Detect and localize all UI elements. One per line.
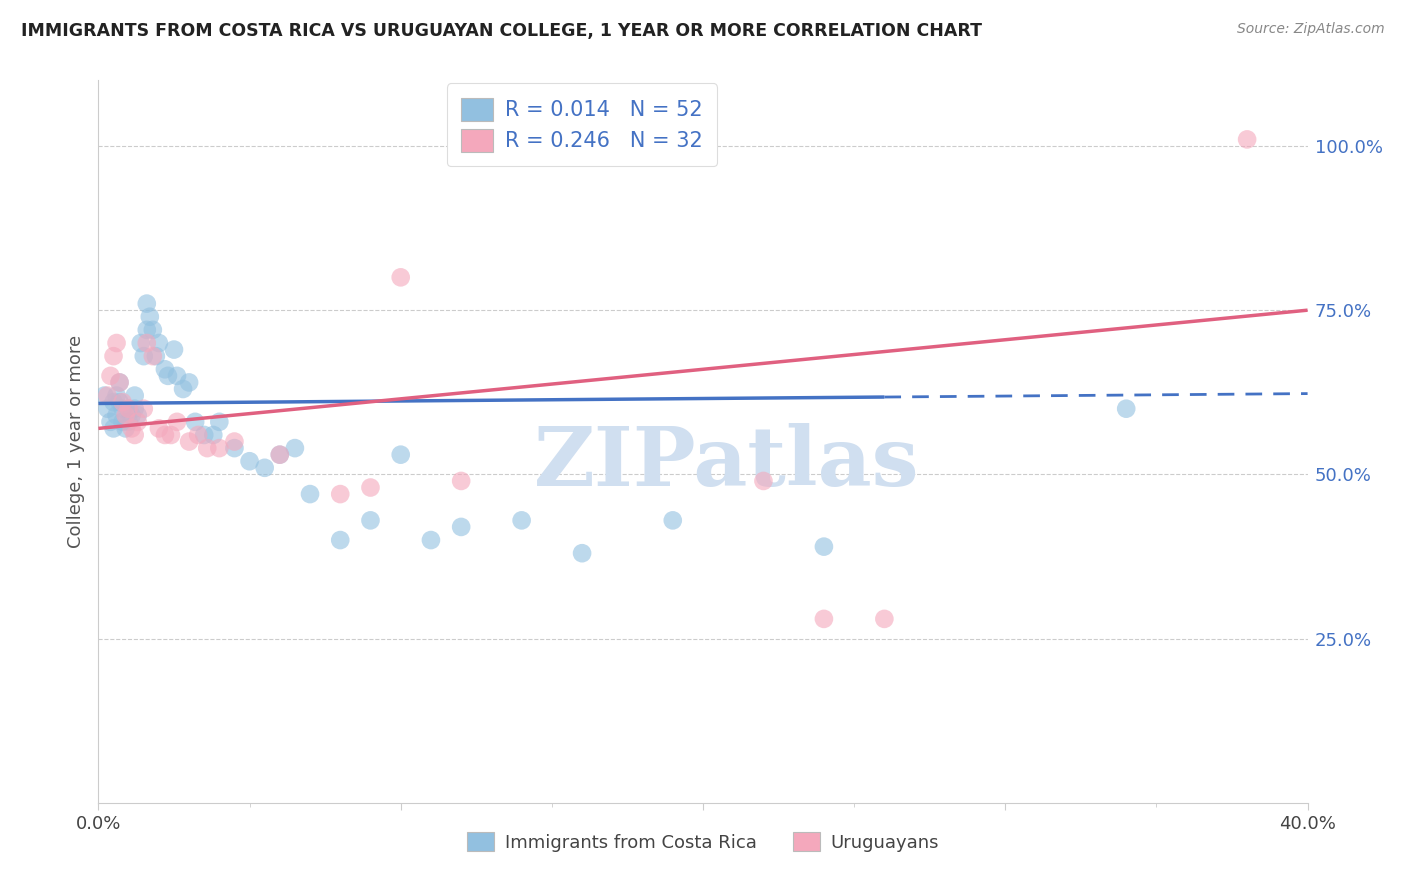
Point <box>127 415 149 429</box>
Point <box>389 448 412 462</box>
Point <box>100 415 122 429</box>
Point <box>166 415 188 429</box>
Point <box>121 409 143 423</box>
Point <box>111 395 134 409</box>
Point <box>329 533 352 547</box>
Point <box>284 441 307 455</box>
Point <box>96 388 118 402</box>
Point <box>1236 132 1258 146</box>
Point <box>450 474 472 488</box>
Point <box>510 513 533 527</box>
Point <box>132 349 155 363</box>
Point <box>118 415 141 429</box>
Point <box>450 520 472 534</box>
Point <box>124 401 146 416</box>
Point <box>160 428 183 442</box>
Point <box>129 336 152 351</box>
Point <box>179 376 201 390</box>
Point <box>103 421 125 435</box>
Point <box>163 343 186 357</box>
Point <box>184 415 207 429</box>
Point <box>135 323 157 337</box>
Point <box>105 388 128 402</box>
Point <box>224 434 246 449</box>
Point <box>118 401 141 416</box>
Point <box>329 487 352 501</box>
Point <box>208 415 231 429</box>
Text: ZIPatlas: ZIPatlas <box>534 423 920 503</box>
Point <box>172 382 194 396</box>
Point <box>193 428 215 442</box>
Point <box>139 310 162 324</box>
Point <box>299 487 322 501</box>
Point <box>873 612 896 626</box>
Point <box>124 388 146 402</box>
Point <box>269 448 291 462</box>
Point <box>142 323 165 337</box>
Point <box>100 368 122 383</box>
Point <box>813 612 835 626</box>
Point <box>360 513 382 527</box>
Point <box>752 474 775 488</box>
Point <box>108 395 131 409</box>
Legend: Immigrants from Costa Rica, Uruguayans: Immigrants from Costa Rica, Uruguayans <box>460 824 946 859</box>
Point <box>148 421 170 435</box>
Point <box>114 409 136 423</box>
Point <box>105 409 128 423</box>
Point <box>156 368 179 383</box>
Point <box>208 441 231 455</box>
Point <box>108 376 131 390</box>
Point <box>224 441 246 455</box>
Text: Source: ZipAtlas.com: Source: ZipAtlas.com <box>1237 22 1385 37</box>
Point <box>202 428 225 442</box>
Point <box>153 362 176 376</box>
Point <box>195 441 218 455</box>
Point <box>166 368 188 383</box>
Point <box>135 336 157 351</box>
Point <box>239 454 262 468</box>
Point <box>360 481 382 495</box>
Point <box>135 296 157 310</box>
Point <box>145 349 167 363</box>
Point <box>813 540 835 554</box>
Point <box>132 401 155 416</box>
Point <box>187 428 209 442</box>
Point <box>93 388 115 402</box>
Point <box>153 428 176 442</box>
Point <box>571 546 593 560</box>
Point <box>179 434 201 449</box>
Point <box>148 336 170 351</box>
Point <box>111 401 134 416</box>
Point <box>1115 401 1137 416</box>
Point <box>105 336 128 351</box>
Point <box>420 533 443 547</box>
Point <box>124 428 146 442</box>
Point <box>127 409 149 423</box>
Point <box>96 401 118 416</box>
Y-axis label: College, 1 year or more: College, 1 year or more <box>66 335 84 548</box>
Point <box>108 376 131 390</box>
Text: IMMIGRANTS FROM COSTA RICA VS URUGUAYAN COLLEGE, 1 YEAR OR MORE CORRELATION CHAR: IMMIGRANTS FROM COSTA RICA VS URUGUAYAN … <box>21 22 981 40</box>
Point <box>253 460 276 475</box>
Point <box>661 513 683 527</box>
Point <box>389 270 412 285</box>
Point <box>103 395 125 409</box>
Point <box>121 421 143 435</box>
Point <box>118 401 141 416</box>
Point <box>269 448 291 462</box>
Point <box>142 349 165 363</box>
Point <box>114 421 136 435</box>
Point <box>103 349 125 363</box>
Point <box>111 415 134 429</box>
